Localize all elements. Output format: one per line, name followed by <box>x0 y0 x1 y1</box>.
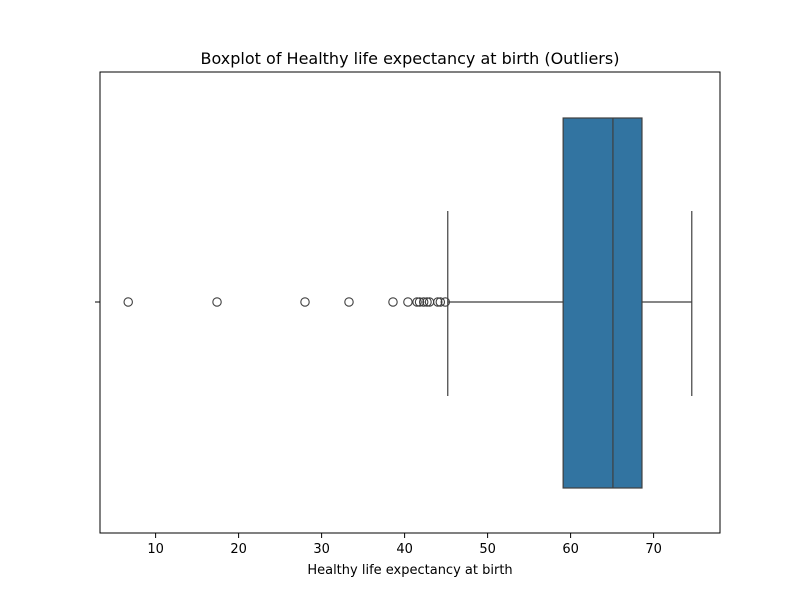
outlier-point <box>414 297 425 307</box>
x-tick-label: 70 <box>645 542 662 557</box>
outlier-point <box>212 297 222 307</box>
x-tick-label: 30 <box>313 542 330 557</box>
outlier-point <box>418 297 429 307</box>
x-tick-label: 20 <box>230 542 247 557</box>
x-tick-label: 50 <box>479 542 496 557</box>
outlier-point <box>435 297 446 307</box>
box-layer <box>447 117 693 489</box>
x-axis-label: Healthy life expectancy at birth <box>307 563 512 578</box>
outlier-point <box>388 297 398 307</box>
outlier-point <box>300 297 310 307</box>
outlier-point <box>412 297 422 307</box>
outlier-point <box>422 297 432 307</box>
x-tick-label: 10 <box>147 542 164 557</box>
outlier-point <box>344 297 354 307</box>
x-tick-label: 60 <box>562 542 579 557</box>
chart-title: Boxplot of Healthy life expectancy at bi… <box>201 49 620 68</box>
outlier-layer <box>123 297 451 307</box>
outlier-point <box>403 297 413 307</box>
outlier-point <box>440 297 451 307</box>
x-axis-ticks: 10 20 30 40 50 60 70 <box>147 533 662 557</box>
outlier-point <box>433 297 443 307</box>
x-tick-label: 40 <box>396 542 413 557</box>
iqr-box <box>562 117 643 489</box>
outlier-point <box>123 297 133 307</box>
